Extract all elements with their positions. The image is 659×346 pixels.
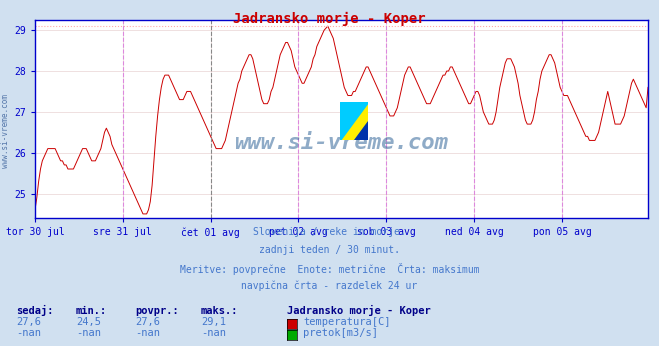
Text: www.si-vreme.com: www.si-vreme.com bbox=[235, 133, 449, 153]
Text: -nan: -nan bbox=[201, 328, 226, 338]
Text: pretok[m3/s]: pretok[m3/s] bbox=[303, 328, 378, 338]
Text: Slovenija / reke in morje.: Slovenija / reke in morje. bbox=[253, 227, 406, 237]
Polygon shape bbox=[340, 102, 368, 140]
Text: Meritve: povprečne  Enote: metrične  Črta: maksimum: Meritve: povprečne Enote: metrične Črta:… bbox=[180, 263, 479, 275]
Polygon shape bbox=[340, 102, 368, 140]
Text: povpr.:: povpr.: bbox=[135, 306, 179, 316]
Text: maks.:: maks.: bbox=[201, 306, 239, 316]
Text: 27,6: 27,6 bbox=[16, 317, 42, 327]
Text: -nan: -nan bbox=[16, 328, 42, 338]
Text: temperatura[C]: temperatura[C] bbox=[303, 317, 391, 327]
Text: -nan: -nan bbox=[135, 328, 160, 338]
Text: Jadransko morje - Koper: Jadransko morje - Koper bbox=[233, 12, 426, 26]
Text: min.:: min.: bbox=[76, 306, 107, 316]
Text: 29,1: 29,1 bbox=[201, 317, 226, 327]
Text: 24,5: 24,5 bbox=[76, 317, 101, 327]
Text: www.si-vreme.com: www.si-vreme.com bbox=[1, 94, 10, 169]
Text: sedaj:: sedaj: bbox=[16, 304, 54, 316]
Text: navpična črta - razdelek 24 ur: navpična črta - razdelek 24 ur bbox=[241, 281, 418, 291]
Text: -nan: -nan bbox=[76, 328, 101, 338]
Text: Jadransko morje - Koper: Jadransko morje - Koper bbox=[287, 304, 430, 316]
Text: 27,6: 27,6 bbox=[135, 317, 160, 327]
Text: zadnji teden / 30 minut.: zadnji teden / 30 minut. bbox=[259, 245, 400, 255]
Polygon shape bbox=[354, 121, 368, 140]
